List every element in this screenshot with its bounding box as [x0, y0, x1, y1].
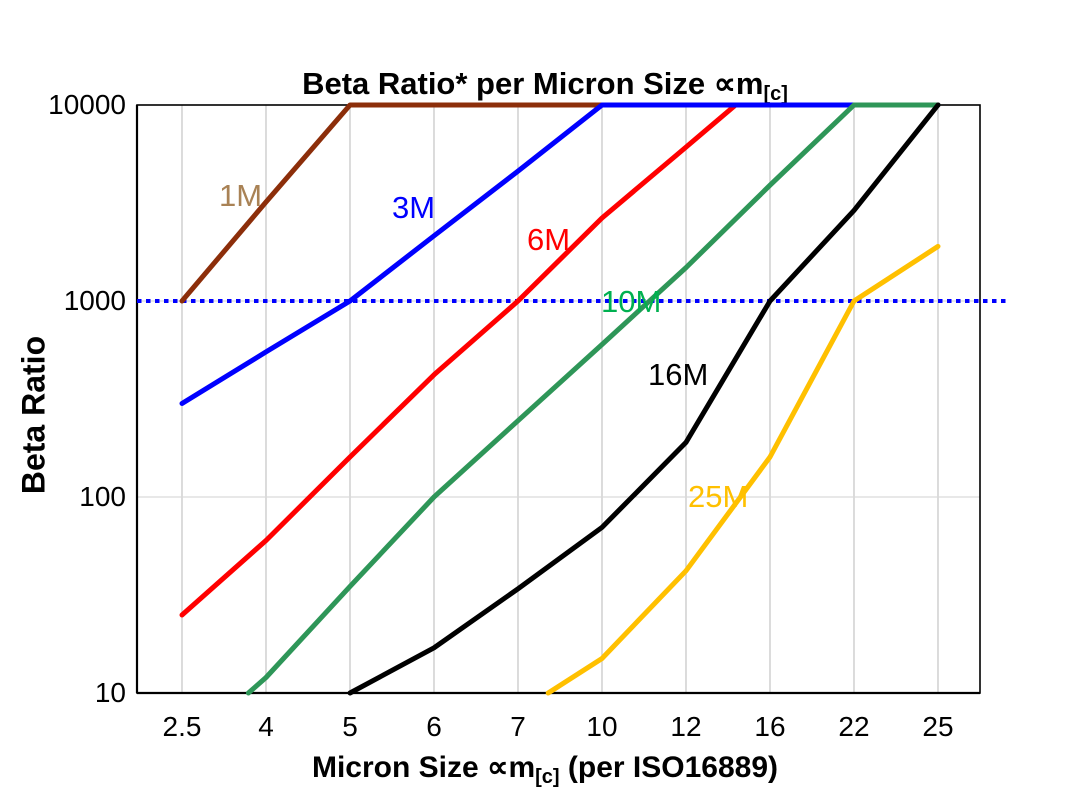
- series-label-1M: 1M: [219, 178, 262, 213]
- y-tick-label-10000: 10000: [48, 89, 126, 120]
- x-axis-title: Micron Size ∝m[c] (per ISO16889): [0, 750, 1090, 789]
- x-tick-label-25: 25: [922, 711, 953, 742]
- x-axis-title-subscript: [c]: [535, 766, 560, 788]
- chart-title-subscript: [c]: [763, 83, 788, 105]
- y-tick-label-10: 10: [95, 677, 126, 708]
- x-tick-label-12: 12: [670, 711, 701, 742]
- y-tick-label-100: 100: [79, 481, 126, 512]
- series-line-16M: [347, 102, 941, 696]
- x-tick-label-2.5: 2.5: [163, 711, 202, 742]
- series-line-25M: [545, 243, 941, 696]
- x-tick-label-16: 16: [754, 711, 785, 742]
- series-label-10M: 10M: [601, 284, 661, 319]
- x-tick-label-10: 10: [586, 711, 617, 742]
- x-tick-label-7: 7: [510, 711, 526, 742]
- x-tick-label-6: 6: [426, 711, 442, 742]
- series-label-3M: 3M: [392, 190, 435, 225]
- x-tick-label-5: 5: [342, 711, 358, 742]
- y-tick-label-1000: 1000: [64, 285, 126, 316]
- chart-title: Beta Ratio* per Micron Size ∝m[c]: [0, 66, 1090, 106]
- series-line-10M: [245, 102, 941, 696]
- series-label-25M: 25M: [688, 479, 748, 514]
- x-axis-title-post: (per ISO16889): [559, 751, 779, 784]
- x-axis-title-main: Micron Size ∝m: [311, 751, 536, 784]
- x-tick-label-4: 4: [258, 711, 274, 742]
- x-tick-label-22: 22: [838, 711, 869, 742]
- series-label-16M: 16M: [648, 357, 708, 392]
- series-line-3M: [179, 102, 941, 406]
- series-label-6M: 6M: [527, 222, 570, 257]
- chart-title-main: Beta Ratio* per Micron Size ∝m: [302, 66, 764, 101]
